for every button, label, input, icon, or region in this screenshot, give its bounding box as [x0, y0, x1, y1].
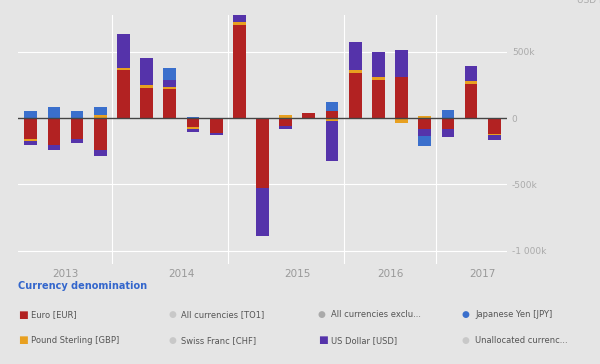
Bar	[280, 118, 292, 126]
Bar	[418, 128, 431, 136]
Bar	[256, 188, 269, 236]
Bar	[465, 66, 478, 81]
Bar	[25, 139, 37, 141]
Bar	[117, 35, 130, 68]
Bar	[233, 22, 245, 25]
Bar	[187, 128, 199, 132]
Text: Swiss Franc [CHF]: Swiss Franc [CHF]	[181, 336, 256, 345]
Bar	[349, 70, 362, 73]
Bar	[233, 25, 245, 118]
Bar	[372, 52, 385, 77]
Text: Euro [EUR]: Euro [EUR]	[31, 310, 77, 319]
Bar	[210, 132, 223, 135]
Bar	[349, 73, 362, 118]
Bar	[71, 118, 83, 139]
Text: All currencies exclu...: All currencies exclu...	[331, 310, 421, 319]
Bar	[25, 141, 37, 145]
Bar	[233, 7, 245, 22]
Text: ●: ●	[168, 310, 176, 319]
Bar	[163, 89, 176, 118]
Bar	[372, 80, 385, 118]
Bar	[442, 118, 454, 128]
Bar	[442, 110, 454, 118]
Bar	[140, 85, 153, 87]
Bar	[442, 128, 454, 137]
Bar	[488, 135, 500, 140]
Bar	[418, 116, 431, 118]
Bar	[94, 150, 107, 157]
Bar	[117, 68, 130, 70]
Y-axis label: USD mn: USD mn	[577, 0, 600, 5]
Bar	[280, 126, 292, 129]
Bar	[256, 118, 269, 188]
Bar	[163, 87, 176, 89]
Bar	[349, 43, 362, 70]
Bar	[47, 118, 60, 145]
Bar	[94, 115, 107, 118]
Bar	[326, 111, 338, 118]
Bar	[71, 111, 83, 118]
Bar	[163, 68, 176, 80]
Bar	[488, 118, 500, 134]
Text: ●: ●	[462, 310, 470, 319]
Bar	[25, 111, 37, 118]
Bar	[372, 77, 385, 80]
Bar	[47, 107, 60, 118]
Bar	[163, 80, 176, 87]
Text: Japanese Yen [JPY]: Japanese Yen [JPY]	[475, 310, 553, 319]
Bar	[326, 118, 338, 121]
Bar	[94, 107, 107, 115]
Bar	[418, 136, 431, 146]
Text: Pound Sterling [GBP]: Pound Sterling [GBP]	[31, 336, 119, 345]
Bar	[140, 58, 153, 85]
Bar	[25, 118, 37, 139]
Bar	[210, 118, 223, 132]
Bar	[465, 83, 478, 118]
Bar	[117, 70, 130, 118]
Bar	[302, 113, 315, 118]
Bar	[326, 102, 338, 111]
Text: All currencies [TO1]: All currencies [TO1]	[181, 310, 265, 319]
Bar	[187, 127, 199, 128]
Bar	[395, 118, 408, 123]
Bar	[140, 87, 153, 118]
Text: ●: ●	[318, 310, 326, 319]
Bar	[47, 145, 60, 150]
Bar	[71, 139, 83, 143]
Text: ■: ■	[318, 335, 328, 345]
Bar	[94, 118, 107, 150]
Bar	[488, 134, 500, 135]
Text: ●: ●	[462, 336, 470, 345]
Text: ■: ■	[18, 310, 28, 320]
Bar	[187, 118, 199, 127]
Bar	[395, 77, 408, 118]
Bar	[326, 121, 338, 161]
Text: ●: ●	[168, 336, 176, 345]
Bar	[187, 117, 199, 118]
Bar	[395, 50, 408, 77]
Bar	[465, 81, 478, 83]
Bar	[418, 118, 431, 128]
Text: Unallocated currenc...: Unallocated currenc...	[475, 336, 568, 345]
Text: US Dollar [USD]: US Dollar [USD]	[331, 336, 397, 345]
Text: Currency denomination: Currency denomination	[18, 281, 147, 291]
Text: ■: ■	[18, 335, 28, 345]
Bar	[280, 115, 292, 118]
